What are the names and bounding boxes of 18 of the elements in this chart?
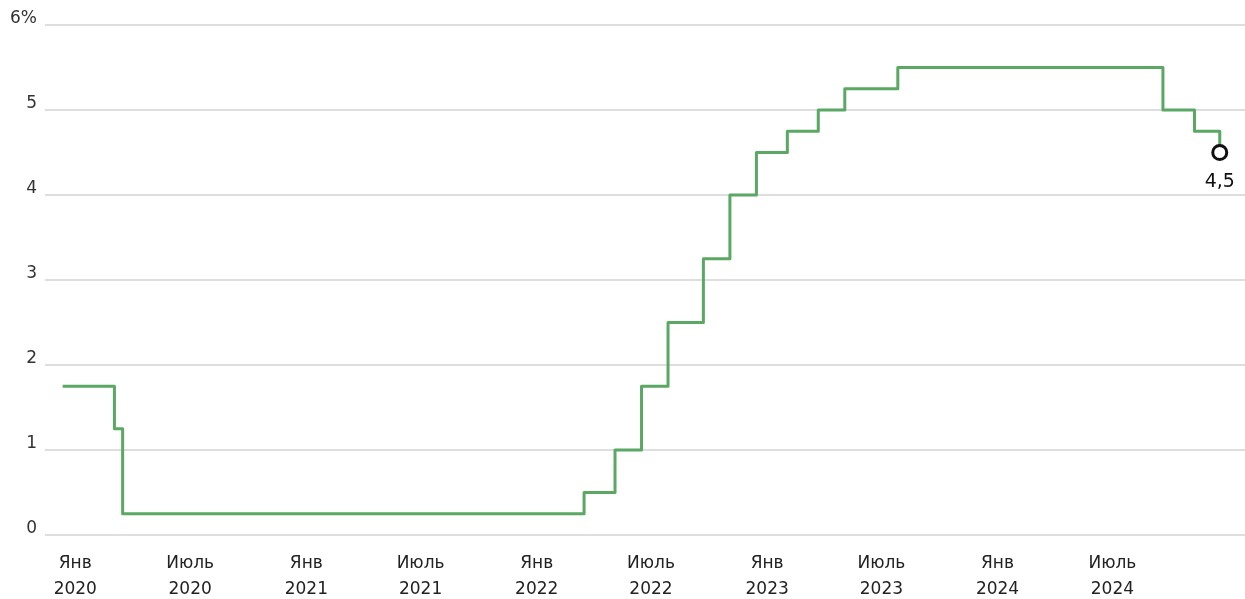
x-tick-label: Янв 2022 [515,552,559,598]
x-tick-label: Июль 2020 [166,552,215,598]
annotation: 4,5 [1204,168,1235,191]
x-tick-label: Июль 2023 [857,552,906,598]
y-tick-label: 6% [10,7,37,28]
x-tick-label: Янв 2024 [975,552,1020,598]
y-tick-label: 5 [26,92,37,113]
y-tick-label: 1 [26,432,37,453]
x-tick-label: Янв 2021 [284,552,328,598]
x-tick-label: Янв 2023 [745,552,789,598]
y-tick-label: 4 [26,177,37,198]
x-tick-label: Июль 2022 [627,552,675,598]
x-tick-label: Янв 2020 [53,552,97,598]
y-tick-label: 0 [26,517,37,538]
x-tick-label: Июль 2021 [396,552,445,598]
y-tick-label: 2 [26,347,37,368]
x-tick-label: Июль 2024 [1088,552,1137,598]
y-tick-label: 3 [26,262,37,283]
